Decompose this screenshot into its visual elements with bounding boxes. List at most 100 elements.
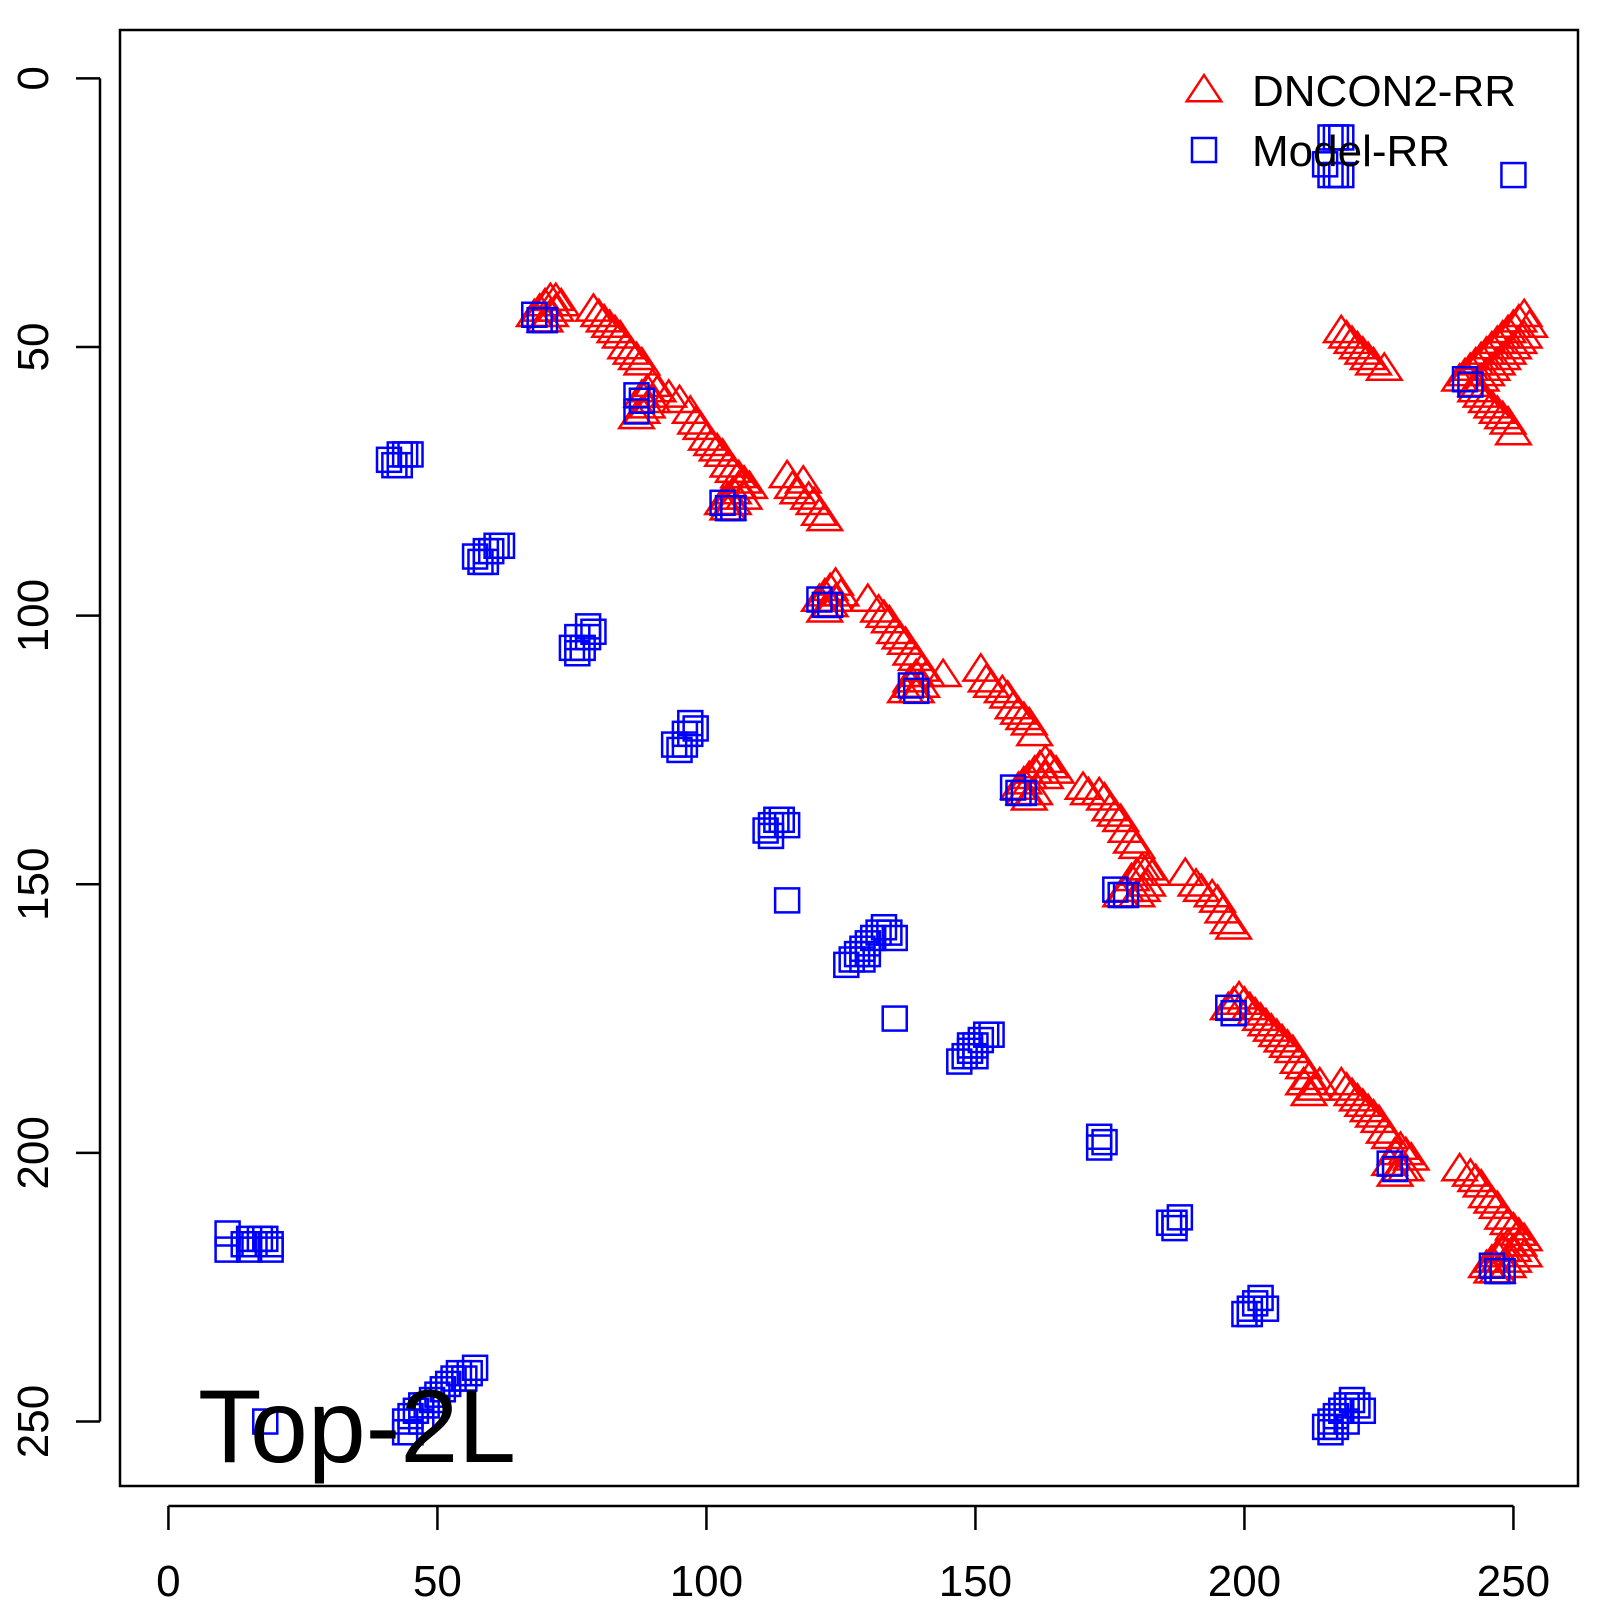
dncon2-rr-point: [896, 641, 936, 672]
model-rr-point: [671, 720, 699, 748]
dncon2-rr-point: [1197, 883, 1238, 913]
dncon2-rr-point: [1181, 872, 1221, 903]
model-rr-point: [1252, 1295, 1280, 1322]
dncon2-rr-point: [1214, 909, 1254, 940]
model-rr-point: [235, 1225, 263, 1253]
x-axis: 0 50 100 150 200 250: [156, 1504, 1550, 1600]
dncon2-rr-point: [961, 652, 1001, 682]
dncon2-rr-point: [729, 469, 770, 500]
model-rr-point: [757, 822, 785, 850]
model-rr-point: [623, 382, 650, 409]
model-rr-point: [773, 811, 801, 839]
y-tick-label: 0: [9, 66, 58, 90]
dncon2-rr-point: [1461, 1167, 1501, 1198]
dncon2-rr-point: [767, 458, 807, 489]
dncon2-rr-point: [869, 603, 909, 634]
legend-model-rr-label: Model-RR: [1252, 127, 1450, 176]
model-rr-point: [252, 1408, 279, 1435]
model-rr-point: [1112, 881, 1140, 909]
model-rr-point: [1236, 1300, 1264, 1328]
dncon2-rr-point: [1192, 877, 1232, 908]
model-rr-point: [1328, 124, 1355, 151]
y-tick-label: 50: [9, 323, 58, 372]
legend-dncon2-rr-label: DNCON2-RR: [1252, 67, 1516, 116]
model-rr-point: [854, 940, 882, 968]
model-rr-point: [628, 387, 656, 414]
y-tick-label: 200: [9, 1116, 58, 1189]
legend-dncon2-rr-symbol: [1184, 72, 1224, 103]
dncon2-rr-point: [1440, 1151, 1480, 1182]
model-rr-point: [897, 672, 925, 699]
dncon2-rr-point: [982, 673, 1022, 704]
model-rr-point: [1451, 365, 1479, 393]
model-rr-point: [1085, 1134, 1113, 1161]
dncon2-rr-point: [1025, 759, 1065, 790]
dncon2-rr-point: [1348, 340, 1388, 371]
dncon2-rr-point: [1472, 1183, 1512, 1214]
dncon2-rr-point: [1273, 1033, 1313, 1064]
model-rr-point: [461, 1354, 489, 1382]
dncon2-rr-point: [966, 662, 1006, 693]
y-axis: 0 50 100 150 200 250: [9, 66, 102, 1458]
model-rr-point: [1010, 779, 1038, 807]
dncon2-rr-point: [880, 619, 920, 650]
dncon2-rr-point: [616, 340, 657, 371]
model-rr-point: [720, 494, 747, 522]
model-rr-point: [1457, 371, 1484, 398]
dncon2-rr-point: [805, 592, 845, 623]
model-rr-point: [1091, 1128, 1118, 1156]
dncon2-rr-point: [1267, 1028, 1308, 1058]
dncon2-rr-point: [1009, 705, 1049, 736]
dncon2-rr-point: [972, 668, 1012, 698]
dncon2-rr-point: [794, 485, 834, 516]
x-tick-label: 150: [939, 1557, 1012, 1600]
dncon2-rr-point: [1359, 1103, 1399, 1134]
model-rr-point: [881, 1005, 908, 1032]
x-tick-label: 0: [156, 1557, 180, 1600]
y-tick-label: 150: [9, 848, 58, 921]
model-rr-point: [1500, 161, 1527, 189]
model-rr-point: [956, 1032, 984, 1059]
dncon2-rr-point: [1510, 308, 1550, 338]
dncon2-rr-point: [1353, 345, 1394, 376]
dncon2-rr-point: [676, 404, 716, 435]
dncon2-rr-point: [622, 345, 662, 376]
dncon2-rr-point: [772, 469, 813, 500]
model-rr-point: [564, 623, 591, 651]
dncon2-rr-point: [988, 678, 1028, 709]
dncon2-rr-point: [1063, 770, 1103, 801]
model-rr-point: [1381, 1155, 1409, 1183]
dncon2-rr-point: [1477, 1189, 1517, 1220]
dncon2-rr-point: [1079, 775, 1119, 806]
dncon2-rr-point: [1504, 297, 1544, 328]
dncon2-rr-point: [1208, 904, 1248, 935]
model-rr-point: [1333, 1408, 1360, 1435]
x-tick-label: 200: [1208, 1557, 1281, 1600]
series-layer: [214, 124, 1550, 1446]
dncon2-rr-point: [1111, 824, 1152, 854]
legend: DNCON2-RR Model-RR: [1184, 67, 1516, 176]
dncon2-rr-point: [923, 657, 963, 688]
model-rr-point: [257, 1236, 284, 1263]
model-rr-point: [386, 451, 414, 479]
dncon2-rr-point: [864, 598, 904, 629]
dncon2-rr-point: [1009, 781, 1049, 811]
dncon2-rr-point: [1278, 1044, 1318, 1075]
model-rr-point: [214, 1220, 241, 1247]
model-rr-point: [881, 924, 908, 952]
dncon2-rr-point: [1284, 1049, 1324, 1080]
dncon2-rr-point: [778, 474, 818, 505]
dncon2-rr-point: [885, 625, 926, 655]
model-rr-point: [1166, 1204, 1194, 1231]
x-tick-label: 250: [1477, 1557, 1550, 1600]
dncon2-rr-point: [1095, 797, 1135, 827]
dncon2-rr-point: [595, 313, 635, 344]
model-rr-point: [1349, 1397, 1377, 1425]
model-rr-point: [1376, 1150, 1403, 1177]
model-rr-point: [1317, 1419, 1344, 1446]
dncon2-rr-point: [1364, 1114, 1404, 1144]
model-rr-point: [816, 591, 844, 619]
dncon2-rr-point: [649, 378, 689, 408]
dncon2-rr-point: [1133, 856, 1173, 887]
